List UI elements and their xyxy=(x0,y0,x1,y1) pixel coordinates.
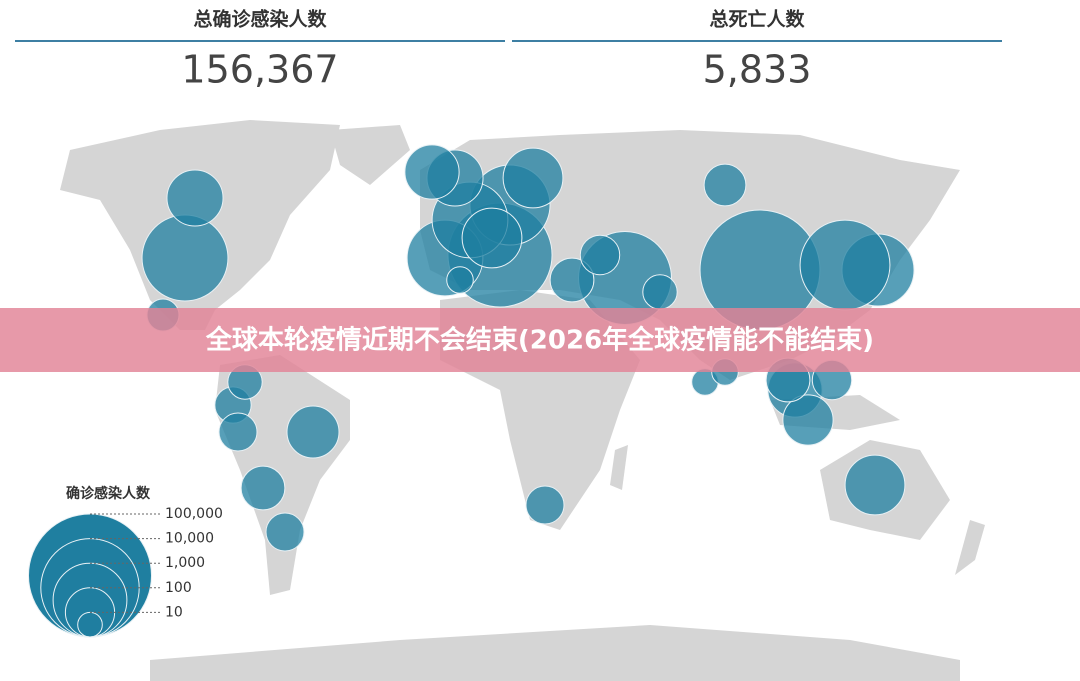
bubble xyxy=(799,219,891,311)
bubble xyxy=(240,465,286,511)
antarctica xyxy=(150,625,960,681)
bubble xyxy=(461,207,523,269)
legend-label: 100,000 xyxy=(165,506,223,522)
banner-text: 全球本轮疫情近期不会结束(2026年全球疫情能不能结束) xyxy=(205,325,874,356)
legend-label: 100 xyxy=(165,580,192,596)
bubble xyxy=(782,394,834,446)
bubble xyxy=(642,274,678,310)
bubble xyxy=(446,266,474,294)
bubble xyxy=(525,485,565,525)
legend-label: 10,000 xyxy=(165,531,214,547)
banner xyxy=(0,308,1080,372)
bubble xyxy=(265,512,305,552)
new-zealand xyxy=(955,520,985,575)
stat-value: 156,367 xyxy=(181,48,338,92)
legend-title: 确诊感染人数 xyxy=(66,485,151,502)
legend-label: 1,000 xyxy=(165,555,205,571)
bubbles xyxy=(141,144,915,552)
greenland xyxy=(330,125,410,185)
legend-circle xyxy=(77,611,103,638)
bubble xyxy=(404,144,460,200)
bubble xyxy=(141,214,229,302)
legend-label: 10 xyxy=(165,604,183,620)
bubble xyxy=(579,234,621,276)
bubble xyxy=(218,412,258,452)
stat-label: 总死亡人数 xyxy=(709,8,805,31)
stat-label: 总确诊感染人数 xyxy=(193,8,327,31)
bubble xyxy=(502,147,564,209)
legend: 确诊感染人数 100,000 10,000 1,000 100 10 xyxy=(28,485,223,638)
bubble xyxy=(286,405,340,459)
bubble xyxy=(703,163,747,207)
bubble xyxy=(549,257,595,303)
madagascar xyxy=(610,445,628,490)
bubble xyxy=(844,454,906,516)
bubble xyxy=(166,169,224,227)
header: 总确诊感染人数 156,367 总死亡人数 5,833 xyxy=(15,8,1002,92)
stat-value: 5,833 xyxy=(703,48,812,92)
